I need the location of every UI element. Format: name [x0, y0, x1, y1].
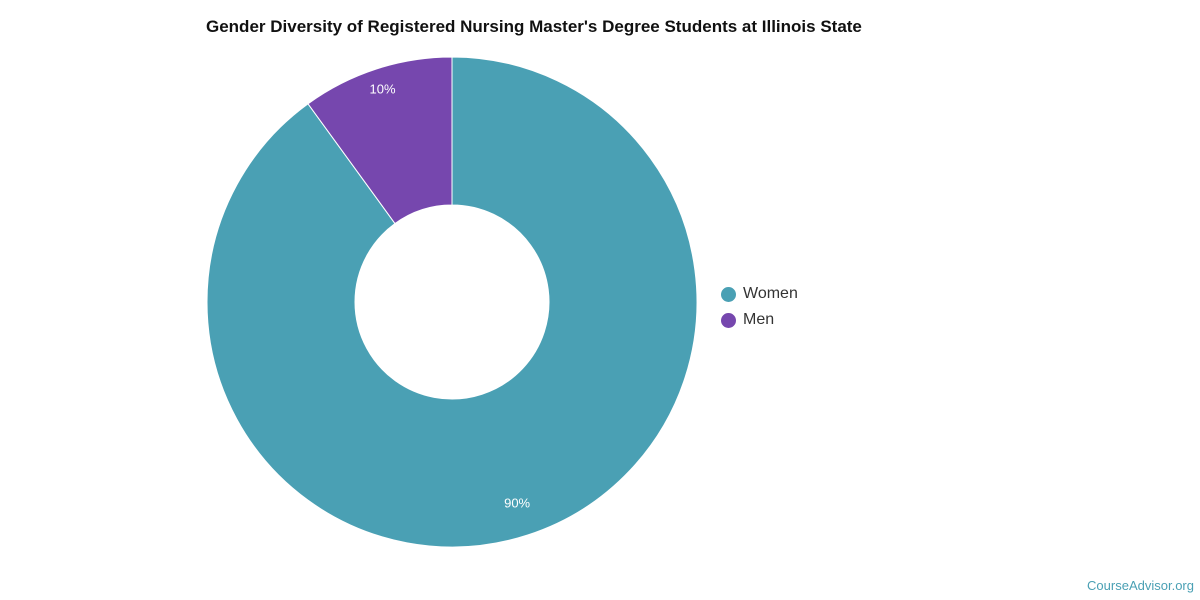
slice-women[interactable] [206, 56, 698, 548]
chart-title: Gender Diversity of Registered Nursing M… [206, 17, 862, 36]
legend-swatch [721, 286, 736, 302]
data-label: 90% [504, 495, 530, 510]
legend: Women Men [721, 281, 798, 333]
slice-men[interactable] [307, 56, 453, 225]
legend-label: Men [743, 311, 775, 328]
legend-item-men[interactable]: Men [721, 307, 798, 333]
legend-swatch [721, 312, 736, 328]
legend-label: Women [743, 285, 798, 302]
watermark[interactable]: CourseAdvisor.org [1087, 578, 1194, 593]
legend-item-women[interactable]: Women [721, 281, 798, 307]
data-label: 10% [370, 81, 396, 96]
